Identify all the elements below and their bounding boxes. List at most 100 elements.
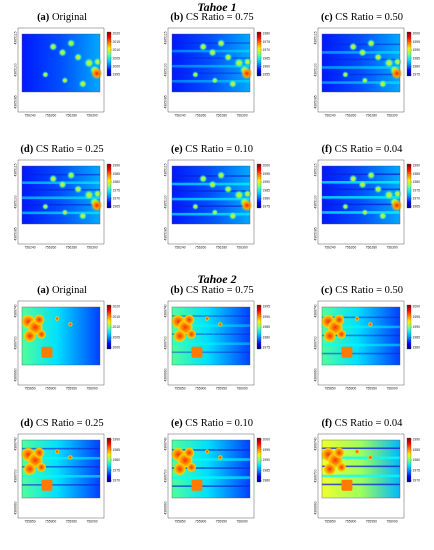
x-tick-label: 756260 — [345, 246, 356, 250]
x-tick-label: 756000 — [86, 520, 97, 524]
x-tick-label: 755950 — [216, 520, 227, 524]
x-tick-label: 755900 — [195, 520, 206, 524]
colorbar-tick-label: 1980 — [113, 180, 121, 184]
x-tick-label: 756240 — [324, 114, 335, 118]
colorbar-tick-label: 2000 — [263, 438, 271, 442]
colorbar — [256, 31, 262, 77]
panel-tahoe2-b: (b) CS Ratio = 0.75 4366740 4366700 436666… — [152, 285, 272, 409]
colorbar-tick-label: 1970 — [413, 197, 421, 201]
colorbar — [406, 163, 412, 209]
x-tick-label: 756260 — [345, 114, 356, 118]
colorbar-tick-label: 2000 — [263, 164, 271, 168]
y-tick-label: 4365115 — [14, 163, 18, 176]
colorbar-tick-label: 1995 — [263, 172, 271, 176]
colorbar — [106, 304, 112, 350]
colorbar-tick-label: 2020 — [113, 305, 121, 309]
colorbar-tick-label: 2010 — [113, 48, 121, 52]
x-tick-label: 756300 — [86, 246, 97, 250]
panel-letter: (f) — [321, 144, 333, 155]
colorbar-tick-label: 1960 — [263, 65, 271, 69]
colorbar-tick-label: 1975 — [263, 346, 271, 350]
colorbar-tick-label: 1975 — [113, 468, 121, 472]
x-tick-label: 756280 — [66, 114, 77, 118]
colorbar — [406, 31, 412, 77]
colorbar-tick-label: 1980 — [263, 479, 271, 483]
colorbar-tick-label: 1990 — [113, 438, 121, 442]
x-tick-label: 756280 — [216, 114, 227, 118]
colorbar-tick-label: 1980 — [413, 180, 421, 184]
panel-label: CS Ratio = 0.25 — [35, 418, 104, 429]
y-tick-label: 4366660 — [164, 368, 168, 381]
x-tick-label: 756240 — [24, 114, 35, 118]
x-tick-label: 756000 — [386, 387, 397, 391]
x-tick-label: 756260 — [195, 246, 206, 250]
colorbar-tick-label: 2020 — [113, 32, 121, 36]
panel-letter: (b) — [170, 285, 184, 296]
colorbar-tick-label: 1990 — [413, 325, 421, 329]
panel-label: Original — [51, 285, 87, 296]
panel-label: CS Ratio = 0.25 — [35, 144, 104, 155]
y-tick-label: 4366740 — [314, 437, 318, 450]
colorbar-tick-label: 1985 — [413, 56, 421, 60]
y-tick-label: 4365100 — [314, 195, 318, 208]
heatmap-plot: 4366740 4366700 4366660 755850 755900 755950 7… — [160, 299, 272, 409]
colorbar-tick-label: 1995 — [413, 315, 421, 319]
colorbar — [256, 304, 262, 350]
panel-letter: (a) — [37, 12, 50, 23]
panel-tahoe1-e: (e) CS Ratio = 0.10 4365115 4365100 436508… — [152, 144, 272, 268]
colorbar-tick-label: 1975 — [263, 205, 271, 209]
colorbar — [256, 437, 262, 483]
heatmap-plot: 4366740 4366700 4366660 755850 755900 755950 7… — [10, 432, 122, 542]
colorbar-tick-label: 1980 — [413, 458, 421, 462]
x-tick-label: 755900 — [345, 387, 356, 391]
heatmap-plot: 4365115 4365100 4365085 756240 756260 756280 7… — [10, 26, 122, 136]
y-tick-label: 4365115 — [164, 163, 168, 176]
colorbar-tick-label: 1970 — [113, 197, 121, 201]
x-tick-label: 756280 — [216, 246, 227, 250]
panel-letter: (a) — [37, 285, 50, 296]
colorbar — [406, 304, 412, 350]
y-tick-label: 4366740 — [14, 437, 18, 450]
heatmap-plot: 4365115 4365100 4365085 756240 756260 756280 7… — [310, 26, 422, 136]
colorbar-tick-label: 1990 — [113, 164, 121, 168]
panel-letter: (c) — [320, 12, 333, 23]
colorbar-tick-label: 1990 — [413, 48, 421, 52]
y-tick-label: 4366700 — [164, 336, 168, 349]
colorbar-tick-label: 1985 — [113, 172, 121, 176]
colorbar-tick-label: 2015 — [113, 40, 121, 44]
x-tick-label: 756000 — [86, 387, 97, 391]
panel-label: CS Ratio = 0.04 — [334, 418, 403, 429]
x-tick-label: 756000 — [386, 520, 397, 524]
colorbar-tick-label: 1980 — [413, 346, 421, 350]
x-tick-label: 755850 — [324, 520, 335, 524]
heatmap-plot: 4365115 4365100 4365085 756240 756260 756280 7… — [310, 158, 422, 268]
x-tick-label: 755900 — [345, 520, 356, 524]
x-tick-label: 755850 — [24, 387, 35, 391]
y-tick-label: 4366700 — [14, 469, 18, 482]
colorbar-tick-label: 1990 — [413, 164, 421, 168]
y-tick-label: 4366740 — [314, 304, 318, 317]
colorbar-tick-label: 2000 — [113, 346, 121, 350]
y-tick-label: 4365085 — [14, 227, 18, 240]
panel-label: CS Ratio = 0.10 — [185, 418, 254, 429]
colorbar — [106, 437, 112, 483]
colorbar-tick-label: 1985 — [263, 325, 271, 329]
panel-label: CS Ratio = 0.50 — [335, 12, 404, 23]
heatmap-plot: 4365115 4365100 4365085 756240 756260 756280 7… — [10, 158, 122, 268]
panel-tahoe1-c: (c) CS Ratio = 0.50 4365115 4365100 436508… — [302, 12, 422, 136]
colorbar-tick-label: 1980 — [413, 65, 421, 69]
panel-letter: (b) — [170, 12, 184, 23]
y-tick-label: 4365100 — [14, 195, 18, 208]
panel-label: CS Ratio = 0.10 — [185, 144, 254, 155]
y-tick-label: 4366700 — [164, 469, 168, 482]
panel-label: Original — [51, 12, 87, 23]
panel-tahoe1-b: (b) CS Ratio = 0.75 4365115 4365100 436508… — [152, 12, 272, 136]
x-tick-label: 756300 — [386, 114, 397, 118]
colorbar-tick-label: 1990 — [263, 180, 271, 184]
y-tick-label: 4366700 — [14, 336, 18, 349]
y-tick-label: 4365085 — [164, 227, 168, 240]
colorbar — [256, 163, 262, 209]
y-tick-label: 4366700 — [314, 336, 318, 349]
panel-tahoe2-f: (f) CS Ratio = 0.04 4366740 4366700 436666… — [302, 418, 422, 542]
colorbar-tick-label: 1985 — [413, 172, 421, 176]
